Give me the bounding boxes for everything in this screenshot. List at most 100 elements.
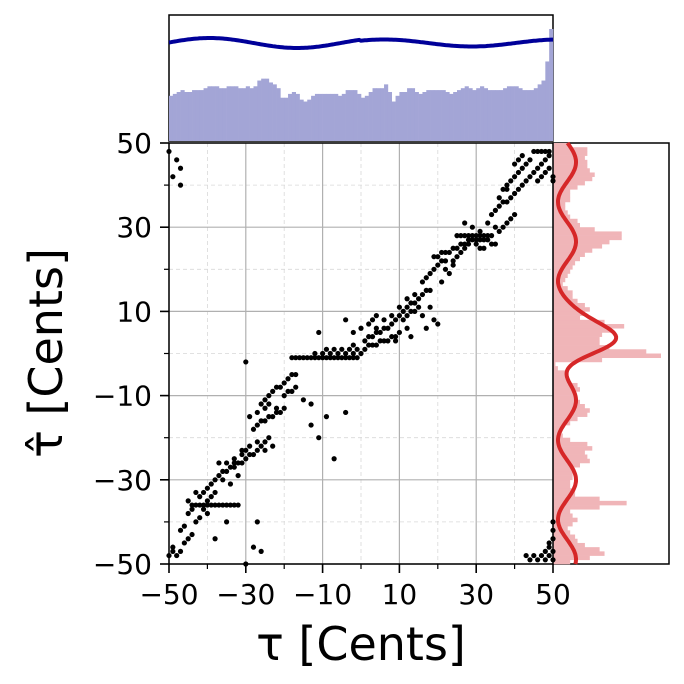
right-hist-bar bbox=[553, 361, 556, 367]
y-tick-label: 50 bbox=[116, 127, 152, 160]
scatter-point bbox=[308, 355, 314, 361]
scatter-point bbox=[454, 254, 460, 260]
top-hist-bar bbox=[238, 88, 243, 141]
top-hist-bar bbox=[272, 84, 277, 141]
scatter-point bbox=[542, 157, 548, 163]
right-hist-bar bbox=[553, 458, 590, 464]
scatter-point bbox=[465, 241, 472, 247]
right-density-curve bbox=[556, 141, 619, 565]
scatter-point bbox=[462, 241, 468, 247]
scatter-point bbox=[262, 447, 268, 453]
right-hist-bar bbox=[553, 475, 573, 481]
scatter-point bbox=[243, 456, 249, 462]
scatter-point bbox=[200, 489, 207, 496]
scatter-point bbox=[442, 258, 449, 264]
right-hist-bar bbox=[553, 559, 571, 565]
scatter-point bbox=[170, 548, 176, 554]
scatter-point bbox=[496, 228, 502, 235]
scatter-point bbox=[500, 186, 506, 192]
y-axis-label: τ̂ [Cents] bbox=[19, 248, 73, 458]
top-hist-bar bbox=[341, 93, 346, 141]
scatter-point bbox=[331, 456, 337, 462]
scatter-point bbox=[323, 355, 330, 361]
scatter-point bbox=[320, 355, 326, 361]
right-hist-bar bbox=[553, 176, 593, 182]
top-hist-bar bbox=[280, 97, 285, 141]
top-hist-bar bbox=[414, 92, 419, 141]
scatter-point bbox=[224, 468, 230, 474]
right-hist-bar bbox=[553, 425, 563, 430]
scatter-point bbox=[258, 418, 264, 424]
scatter-point bbox=[523, 552, 529, 559]
scatter-point bbox=[515, 157, 522, 163]
scatter-point bbox=[197, 515, 203, 521]
scatter-point bbox=[442, 266, 449, 272]
top-hist-bar bbox=[460, 88, 465, 141]
scatter-point bbox=[442, 249, 449, 256]
scatter-point bbox=[212, 477, 218, 483]
scatter-point bbox=[439, 279, 445, 285]
right-hist-bar bbox=[553, 180, 585, 186]
right-hist-bar bbox=[553, 429, 561, 434]
scatter-point bbox=[323, 414, 330, 420]
top-hist-bar bbox=[537, 84, 542, 141]
scatter-point bbox=[462, 233, 468, 239]
scatter-point bbox=[250, 451, 257, 458]
top-hist-bar bbox=[180, 90, 185, 141]
top-hist-bar bbox=[549, 29, 554, 141]
right-hist-bar bbox=[553, 488, 576, 493]
scatter-point bbox=[185, 498, 191, 504]
scatter-point bbox=[412, 300, 418, 306]
scatter-point bbox=[350, 350, 356, 357]
top-hist-bar bbox=[169, 95, 174, 141]
scatter-point bbox=[362, 346, 368, 352]
scatter-point bbox=[542, 557, 548, 563]
top-hist-bar bbox=[422, 92, 427, 141]
scatter-point bbox=[431, 317, 437, 323]
scatter-point bbox=[266, 393, 272, 399]
scatter-point bbox=[469, 233, 475, 239]
scatter-point bbox=[254, 422, 260, 428]
top-hist-bar bbox=[407, 88, 412, 141]
scatter-point bbox=[408, 308, 414, 314]
scatter-point bbox=[350, 342, 356, 348]
scatter-point bbox=[511, 174, 518, 180]
right-hist-bar bbox=[553, 239, 610, 245]
top-hist-bar bbox=[257, 80, 262, 141]
scatter-point bbox=[481, 245, 487, 251]
scatter-point bbox=[220, 477, 226, 483]
right-hist-bar bbox=[553, 382, 578, 388]
scatter-point bbox=[258, 548, 264, 554]
scatter-point bbox=[193, 502, 199, 508]
top-hist-bar bbox=[322, 93, 327, 141]
top-hist-bar bbox=[457, 90, 462, 141]
top-density-curve bbox=[168, 36, 553, 50]
right-hist-bar bbox=[553, 395, 576, 401]
scatter-point bbox=[527, 174, 533, 180]
scatter-point bbox=[527, 557, 533, 563]
top-hist-bar bbox=[472, 90, 477, 141]
scatter-point bbox=[212, 489, 218, 496]
top-hist-bar bbox=[437, 90, 442, 141]
top-hist-bar bbox=[361, 97, 366, 141]
scatter-point bbox=[343, 409, 349, 416]
scatter-point bbox=[496, 195, 502, 201]
scatter-point bbox=[273, 384, 280, 390]
top-hist-bar bbox=[380, 88, 385, 141]
scatter-point bbox=[247, 414, 253, 420]
top-hist-bar bbox=[303, 101, 308, 141]
right-hist-bar bbox=[553, 391, 576, 396]
scatter-point bbox=[304, 355, 310, 361]
scatter-point bbox=[273, 405, 280, 411]
scatter-point bbox=[535, 557, 541, 563]
scatter-point bbox=[224, 460, 230, 466]
right-hist-bar bbox=[553, 168, 590, 173]
top-hist-bar bbox=[384, 84, 389, 141]
right-hist-bar bbox=[553, 505, 600, 510]
scatter-point bbox=[462, 220, 468, 226]
top-hist-bar bbox=[526, 90, 531, 141]
scatter-point bbox=[346, 355, 353, 361]
scatter-point bbox=[492, 241, 498, 247]
scatter-point bbox=[458, 249, 464, 256]
scatter-point bbox=[266, 401, 272, 407]
